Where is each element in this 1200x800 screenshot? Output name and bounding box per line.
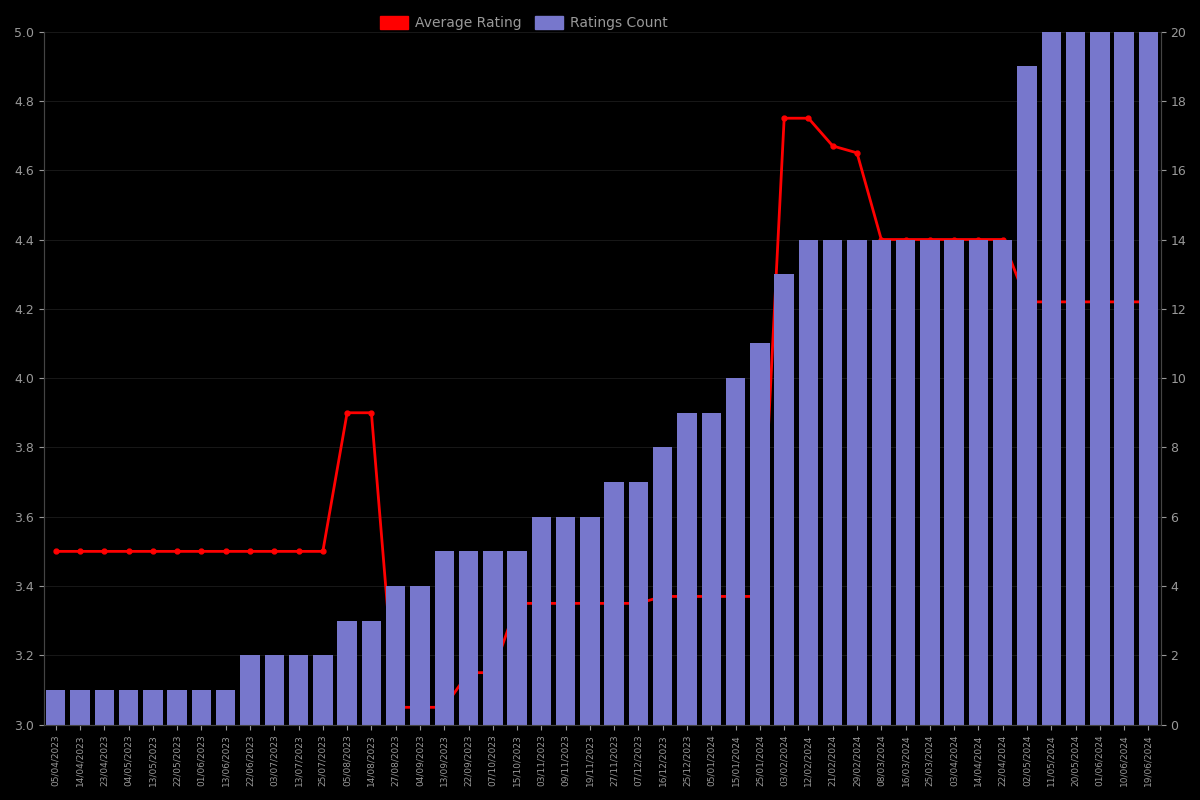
- Bar: [95, 690, 114, 725]
- Bar: [361, 621, 382, 725]
- Bar: [1018, 66, 1037, 725]
- Bar: [920, 239, 940, 725]
- Bar: [313, 655, 332, 725]
- Bar: [1042, 31, 1061, 725]
- Bar: [847, 239, 866, 725]
- Bar: [71, 690, 90, 725]
- Bar: [556, 517, 575, 725]
- Bar: [992, 239, 1013, 725]
- Bar: [532, 517, 551, 725]
- Bar: [1115, 31, 1134, 725]
- Bar: [46, 690, 66, 725]
- Bar: [726, 378, 745, 725]
- Bar: [750, 343, 769, 725]
- Bar: [337, 621, 356, 725]
- Bar: [677, 413, 697, 725]
- Bar: [434, 551, 454, 725]
- Bar: [1139, 31, 1158, 725]
- Bar: [458, 551, 479, 725]
- Bar: [605, 482, 624, 725]
- Bar: [386, 586, 406, 725]
- Bar: [264, 655, 284, 725]
- Bar: [168, 690, 187, 725]
- Bar: [1066, 31, 1085, 725]
- Bar: [410, 586, 430, 725]
- Bar: [581, 517, 600, 725]
- Bar: [774, 274, 794, 725]
- Bar: [944, 239, 964, 725]
- Bar: [240, 655, 259, 725]
- Bar: [823, 239, 842, 725]
- Bar: [871, 239, 892, 725]
- Bar: [629, 482, 648, 725]
- Bar: [968, 239, 988, 725]
- Bar: [1090, 31, 1110, 725]
- Bar: [799, 239, 818, 725]
- Bar: [119, 690, 138, 725]
- Bar: [192, 690, 211, 725]
- Bar: [702, 413, 721, 725]
- Bar: [289, 655, 308, 725]
- Bar: [896, 239, 916, 725]
- Bar: [653, 447, 672, 725]
- Bar: [508, 551, 527, 725]
- Legend: Average Rating, Ratings Count: Average Rating, Ratings Count: [374, 11, 673, 36]
- Bar: [143, 690, 162, 725]
- Bar: [484, 551, 503, 725]
- Bar: [216, 690, 235, 725]
